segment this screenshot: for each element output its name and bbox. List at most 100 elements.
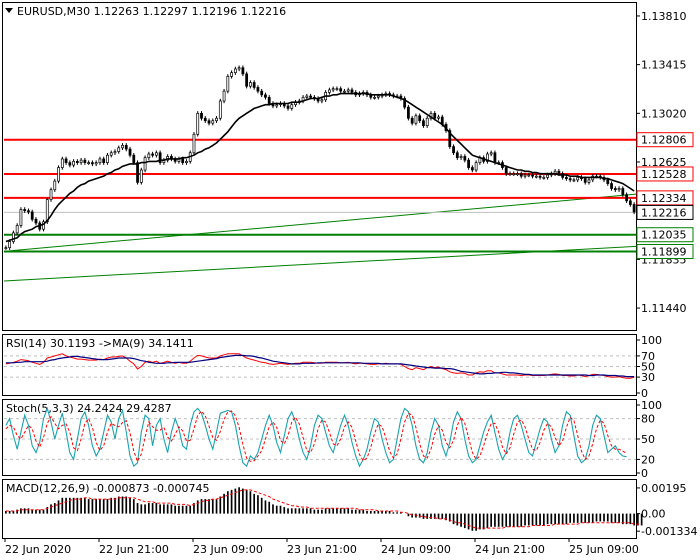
dropdown-triangle-icon[interactable] — [5, 8, 13, 13]
candle-body — [230, 72, 233, 77]
price-tick-label: 1.13020 — [641, 107, 687, 120]
time-axis-label: 22 Jun 21:00 — [99, 543, 169, 556]
price-tick-label: 1.13810 — [641, 10, 687, 23]
candle-body — [241, 67, 245, 75]
macd-signal-line — [5, 489, 642, 529]
indicator-tick-label: 100 — [641, 399, 662, 412]
stoch-pane-frame — [2, 399, 637, 476]
candle-body — [410, 117, 414, 124]
candle-body — [414, 115, 418, 124]
candle-body — [504, 167, 508, 175]
candle-body — [154, 152, 158, 156]
candle-body — [606, 179, 610, 184]
candle-body — [196, 112, 200, 135]
candle-body — [538, 175, 542, 178]
candle-body — [117, 147, 121, 152]
candle-body — [211, 120, 215, 124]
candle-body — [218, 100, 222, 119]
candle-body — [249, 82, 252, 87]
candle-body — [136, 162, 139, 183]
macd-pane-frame — [2, 479, 637, 539]
candle-body — [121, 145, 124, 149]
candle-body — [42, 221, 45, 230]
candle-body — [53, 180, 57, 191]
candle-body — [215, 117, 218, 122]
candle-body — [143, 157, 147, 171]
moving-average-line — [5, 92, 635, 243]
candle-body — [531, 174, 534, 177]
support-level-label: 1.11899 — [641, 245, 687, 258]
candle-body — [256, 87, 260, 92]
candle-body — [565, 177, 568, 179]
candle-body — [376, 95, 380, 98]
candle-body — [621, 188, 625, 196]
candle-body — [49, 189, 53, 200]
resistance-level-tag — [636, 132, 694, 148]
candle-body — [452, 146, 455, 154]
candle-body — [572, 179, 576, 182]
candle-body — [512, 173, 516, 176]
rsi-pane-frame — [2, 334, 637, 396]
candle-body — [94, 162, 98, 165]
resistance-level-label: 1.12334 — [641, 192, 687, 205]
candle-body — [27, 210, 30, 213]
candle-body — [226, 75, 230, 92]
candle-body — [433, 112, 437, 119]
candle-body — [275, 104, 279, 107]
candle-body — [19, 209, 23, 226]
indicator-tick-label: 0 — [641, 387, 648, 400]
candle-body — [425, 117, 429, 126]
candle-body — [523, 174, 527, 177]
candle-body — [437, 116, 440, 119]
indicator-tick-label: 30 — [641, 371, 655, 384]
time-axis-label: 23 Jun 09:00 — [193, 543, 263, 556]
stoch-d-line — [5, 410, 627, 463]
candle-body — [407, 106, 410, 119]
candle-body — [519, 173, 523, 177]
candle-body — [203, 117, 207, 122]
candle-body — [331, 88, 335, 91]
time-axis-label: 24 Jun 09:00 — [381, 543, 451, 556]
candle-body — [335, 88, 339, 91]
candle-body — [493, 152, 497, 163]
candle-body — [45, 199, 49, 223]
indicator-tick-label: 70 — [641, 350, 655, 363]
candle-body — [192, 133, 196, 154]
indicator-tick-label: 100 — [641, 334, 662, 347]
indicator-tick-label: 20 — [641, 453, 655, 466]
candle-body — [237, 67, 241, 70]
candle-body — [245, 73, 249, 87]
candle-body — [128, 148, 132, 156]
candle-body — [557, 170, 561, 175]
candle-body — [628, 200, 632, 205]
time-axis-label: 25 Jun 09:00 — [569, 543, 639, 556]
macd-tick-label: 0.00 — [641, 508, 666, 521]
time-axis-label: 24 Jun 21:00 — [475, 543, 545, 556]
candle-body — [83, 159, 87, 163]
candle-body — [343, 90, 346, 93]
rsi-ma-line — [5, 354, 635, 378]
resistance-level-label: 1.12528 — [641, 168, 687, 181]
candle-body — [527, 174, 531, 177]
indicator-tick-label: 0 — [641, 467, 648, 480]
stoch-header: Stoch(5,3,3) 24.2424 29.4287 — [6, 402, 172, 415]
candle-body — [132, 154, 136, 163]
resistance-level-tag — [636, 166, 694, 182]
candle-body — [91, 162, 94, 165]
main-header: EURUSD,M30 1.12263 1.12297 1.12196 1.122… — [17, 5, 286, 18]
candle-body — [448, 130, 452, 147]
support-level-tag — [636, 227, 694, 243]
candle-body — [534, 175, 538, 178]
candle-body — [418, 115, 422, 122]
candle-body — [75, 161, 79, 163]
candle-body — [542, 177, 546, 179]
current-price-label: 1.12216 — [641, 206, 687, 219]
candle-body — [68, 162, 72, 166]
candle-body — [286, 105, 290, 109]
candle-body — [264, 94, 267, 98]
candle-body — [459, 156, 463, 159]
candle-body — [151, 153, 154, 156]
candle-body — [139, 169, 143, 183]
candle-body — [346, 89, 350, 92]
candle-body — [113, 151, 117, 154]
